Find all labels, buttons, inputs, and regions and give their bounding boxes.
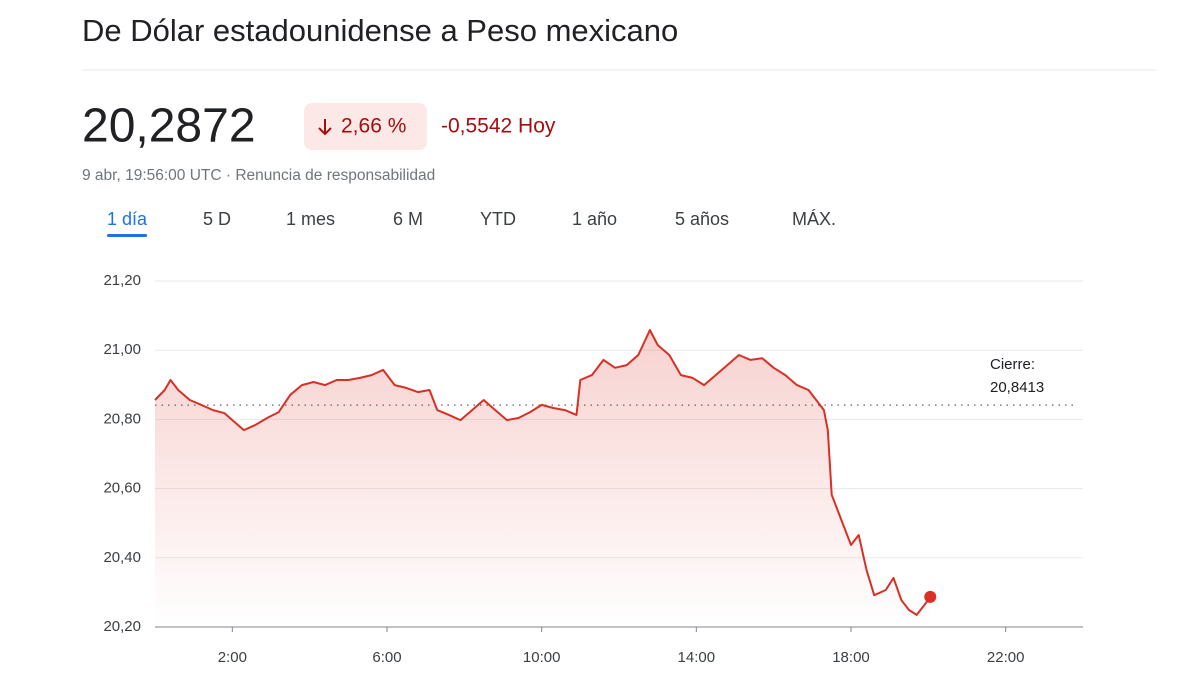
y-tick-label: 21,20: [103, 272, 141, 289]
y-tick-label: 20,60: [103, 480, 141, 497]
y-tick-label: 20,20: [103, 618, 141, 635]
chart: 20,20 20,40 20,60 20,80 21,00 21,20 2:00 6:00 10…: [103, 272, 1083, 666]
y-tick-label: 21,00: [103, 341, 141, 358]
price: 20,2872: [82, 100, 256, 153]
range-tab[interactable]: YTD: [480, 209, 516, 229]
range-tabs: 1 día 5 D 1 mes 6 M YTD 1 año 5 años MÁX.: [107, 209, 836, 237]
close-value: 20,8413: [990, 379, 1044, 396]
price-line: [154, 329, 932, 616]
range-tab[interactable]: MÁX.: [792, 209, 836, 229]
timestamp: 9 abr, 19:56:00 UTC · Renuncia de respon…: [82, 167, 435, 184]
range-tab[interactable]: 6 M: [393, 209, 423, 229]
tab-underline: [107, 234, 148, 237]
range-tab[interactable]: 1 día: [107, 209, 148, 229]
x-tick-label: 2:00: [218, 649, 247, 666]
range-tab[interactable]: 5 D: [203, 209, 231, 229]
y-tick-label: 20,80: [103, 410, 141, 427]
last-point: [924, 590, 937, 603]
x-tick-label: 10:00: [523, 649, 561, 666]
area-fill: [155, 330, 931, 627]
change-badge: [304, 103, 427, 150]
y-tick-label: 20,40: [103, 549, 141, 566]
x-tick-label: 22:00: [987, 649, 1025, 666]
change-percent: 2,66 %: [341, 115, 406, 138]
x-tick-label: 14:00: [678, 649, 716, 666]
x-tick-label: 6:00: [372, 649, 401, 666]
close-label: Cierre:: [990, 356, 1035, 373]
range-tab[interactable]: 5 años: [675, 209, 729, 229]
down-arrow: [318, 119, 332, 136]
range-tab[interactable]: 1 año: [572, 209, 617, 229]
change-value: -0,5542 Hoy: [441, 115, 556, 138]
x-tick-label: 18:00: [832, 649, 870, 666]
range-tab[interactable]: 1 mes: [286, 209, 335, 229]
title: De Dólar estadounidense a Peso mexicano: [82, 13, 678, 48]
